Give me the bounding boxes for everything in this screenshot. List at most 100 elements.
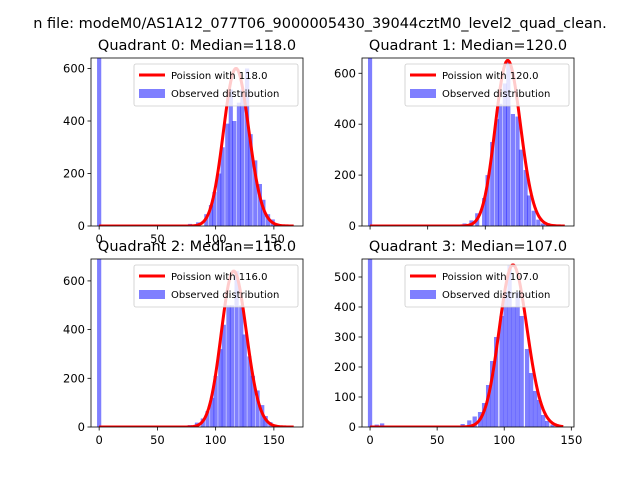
observed-bar [242, 334, 247, 427]
observed-bar [240, 89, 245, 226]
axes-frame [361, 258, 575, 428]
observed-bar [519, 316, 524, 427]
observed-bar [531, 210, 536, 226]
observed-bar [97, 58, 102, 226]
observed-bar [498, 103, 503, 226]
observed-bar [220, 147, 225, 226]
observed-bar [232, 121, 237, 226]
observed-bar [506, 60, 511, 226]
observed-bar [250, 375, 256, 427]
y-tick-label: 400 [63, 114, 85, 128]
observed-bar [494, 119, 499, 226]
observed-bar [229, 305, 235, 427]
legend-model-label: Poission with 107.0 [442, 272, 538, 283]
legend-observed-label: Observed distribution [442, 89, 550, 100]
observed-bar [213, 375, 218, 427]
legend-observed-swatch [139, 89, 165, 98]
y-tick-label: 0 [349, 219, 356, 233]
observed-bar [507, 265, 512, 427]
observed-bar [367, 259, 373, 427]
x-tick-label: 150 [263, 232, 285, 246]
legend-observed-label: Observed distribution [442, 290, 550, 301]
observed-bar [212, 191, 217, 226]
axes-frame [90, 258, 304, 428]
y-tick-label: 400 [334, 117, 356, 131]
y-tick-label: 200 [334, 360, 356, 374]
x-tick-label: 0 [366, 433, 373, 447]
observed-bar [510, 114, 516, 226]
x-tick-label: 150 [263, 433, 285, 447]
legend-model-label: Poission with 118.0 [171, 71, 267, 82]
observed-bar [532, 391, 538, 427]
observed-bar [536, 219, 541, 226]
observed-bar [526, 195, 532, 226]
observed-bar [255, 390, 260, 427]
legend-observed-swatch [410, 89, 436, 98]
observed-bar [482, 198, 487, 226]
legend-observed-label: Observed distribution [171, 290, 279, 301]
y-tick-label: 400 [63, 323, 85, 337]
x-tick-label: 100 [205, 433, 227, 447]
observed-bar [225, 123, 230, 226]
observed-bar [499, 316, 504, 427]
x-tick-label: 150 [560, 433, 582, 447]
y-tick-label: 600 [334, 66, 356, 80]
x-tick-label: 50 [150, 433, 165, 447]
observed-bar [490, 361, 495, 427]
observed-bar [550, 424, 555, 427]
poisson-curve [98, 67, 295, 226]
observed-bar [210, 397, 215, 427]
observed-bar [253, 160, 258, 226]
observed-bar [485, 385, 491, 427]
observed-bar [472, 416, 477, 427]
observed-bar [244, 68, 250, 226]
quadrant-3-panel: 0 50 100 150 0 100 200 300 400 500 Quadrant 3: Med… [334, 239, 582, 447]
legend-observed-swatch [139, 290, 165, 299]
observed-bar [540, 415, 546, 427]
poisson-curve [98, 269, 295, 427]
y-tick-label: 0 [349, 420, 356, 434]
legend-observed-swatch [410, 290, 436, 299]
observed-bar [494, 337, 499, 427]
observed-bar [248, 134, 253, 226]
observed-bar [502, 83, 507, 226]
observed-bar [97, 259, 102, 427]
observed-bar [234, 271, 239, 427]
y-tick-label: 500 [334, 270, 356, 284]
panel-title: Quadrant 1: Median=120.0 [369, 38, 567, 54]
observed-bar [208, 205, 214, 226]
legend-model-label: Poission with 120.0 [442, 71, 538, 82]
quadrant-1-panel: 0 200 400 600 Quadrant 1: Median=120.0 Poissi… [334, 38, 575, 233]
quadrant-2-panel: 0 50 100 150 0 200 400 600 Quadrant 2: Median=11… [63, 239, 304, 447]
observed-bar [536, 400, 542, 427]
observed-bar [540, 223, 545, 226]
observed-bar [485, 175, 490, 226]
legend-box [133, 63, 299, 107]
x-tick-label: 50 [150, 232, 165, 246]
observed-bar [515, 292, 520, 427]
panel-title: Quadrant 0: Median=118.0 [98, 38, 296, 54]
y-tick-label: 0 [78, 420, 85, 434]
legend-box [404, 63, 570, 107]
y-tick-label: 200 [63, 167, 85, 181]
observed-bar [217, 173, 222, 226]
observed-bar [523, 170, 528, 226]
x-tick-label: 0 [95, 433, 102, 447]
observed-bar [261, 199, 266, 226]
y-tick-label: 300 [334, 330, 356, 344]
legend-box [404, 264, 570, 308]
x-tick-label: 100 [493, 433, 515, 447]
y-tick-label: 100 [334, 390, 356, 404]
legend-box [133, 264, 299, 308]
observed-bars [97, 58, 283, 226]
observed-bar [257, 184, 262, 226]
observed-bar [528, 373, 534, 427]
quadrant-0-panel: 0 50 100 150 0 200 400 600 Quadrant 0: Median=11… [63, 38, 304, 246]
observed-bar [239, 305, 244, 427]
panel-title: Quadrant 3: Median=107.0 [369, 239, 567, 255]
observed-bar [218, 349, 223, 427]
axes-frame [90, 57, 304, 227]
y-tick-label: 600 [63, 62, 85, 76]
y-tick-label: 200 [63, 371, 85, 385]
x-tick-label: 0 [95, 232, 102, 246]
